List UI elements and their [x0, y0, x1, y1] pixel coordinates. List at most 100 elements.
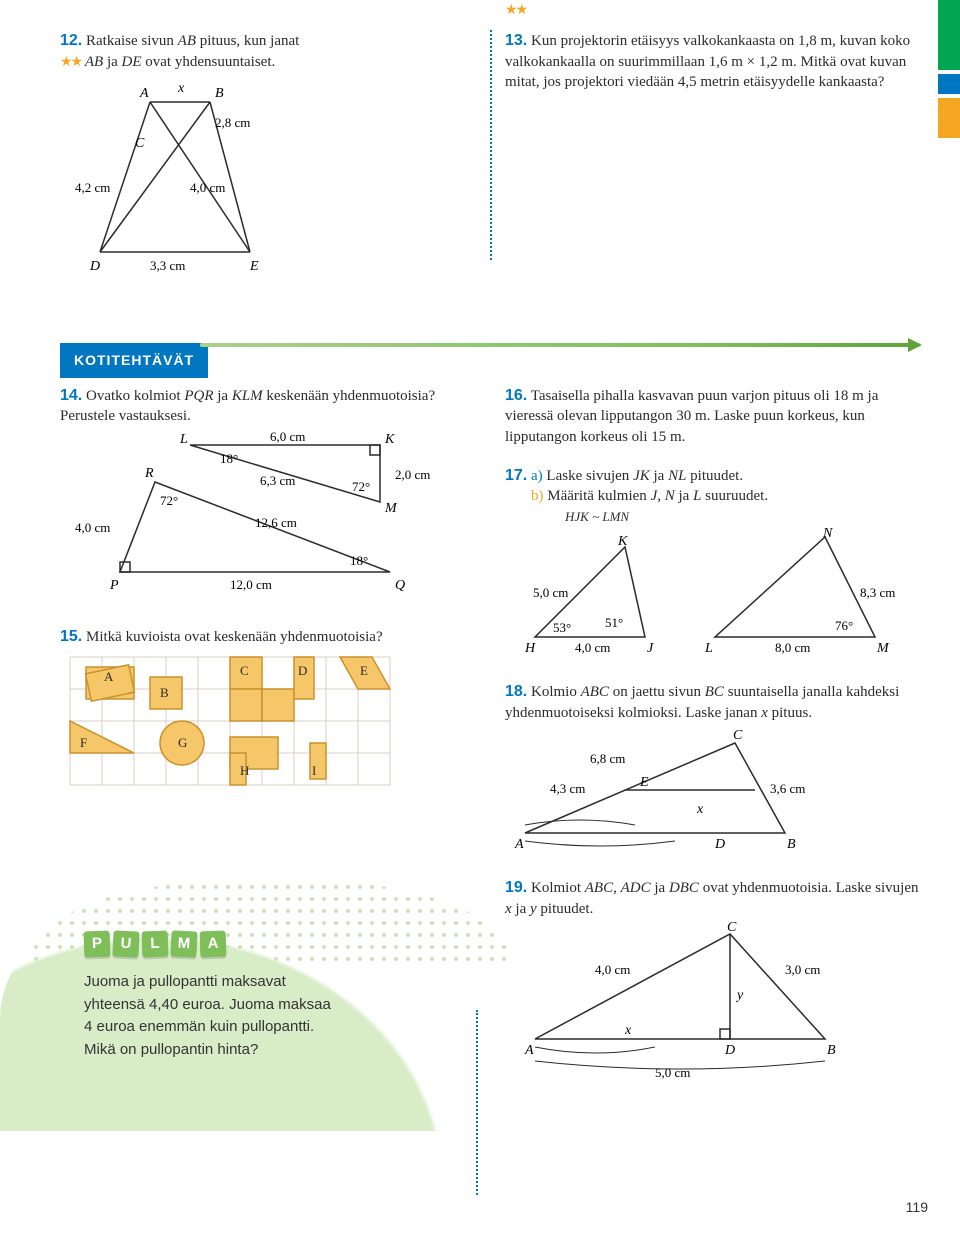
v: ABC: [585, 880, 613, 896]
tile: M: [170, 931, 197, 958]
svg-text:8,0 cm: 8,0 cm: [775, 640, 810, 655]
problem-14: 14. Ovatko kolmiot PQR ja KLM keskenään …: [60, 385, 475, 608]
svg-text:M: M: [384, 501, 398, 516]
svg-text:4,3 cm: 4,3 cm: [550, 781, 585, 796]
svg-text:B: B: [160, 685, 169, 700]
t: pituudet.: [686, 468, 743, 484]
svg-text:4,0 cm: 4,0 cm: [575, 640, 610, 655]
svg-text:E: E: [360, 663, 368, 678]
var-de: DE: [122, 54, 142, 70]
t: on jaettu sivun: [609, 684, 705, 700]
problem-18: 18. Kolmio ABC on jaettu sivun BC suunta…: [505, 681, 920, 859]
problem-text: Mitkä kuvioista ovat keskenään yhdenmuot…: [86, 629, 383, 645]
problem-number: 17.: [505, 467, 527, 484]
svg-text:8,3 cm: 8,3 cm: [860, 585, 895, 600]
t: ja: [650, 468, 668, 484]
pulma-text: Juoma ja pullopantti maksavat yhteensä 4…: [84, 971, 455, 1061]
svg-text:H: H: [524, 641, 536, 656]
v: N: [665, 488, 675, 504]
problem-text: Ratkaise sivun AB pituus, kun janat: [86, 33, 299, 49]
svg-text:A: A: [514, 837, 524, 852]
tile: P: [84, 931, 111, 958]
v: KLM: [232, 388, 263, 404]
svg-text:3,6 cm: 3,6 cm: [770, 781, 805, 796]
tile: L: [142, 931, 169, 958]
v: ABC: [581, 684, 609, 700]
lbl-A: A: [139, 86, 149, 101]
svg-text:12,6 cm: 12,6 cm: [255, 515, 297, 530]
svg-text:x: x: [696, 802, 704, 817]
margin-tabs: [938, 0, 960, 138]
t: ovat yhdenmuotoisia. Laske sivujen: [699, 880, 919, 896]
svg-text:51°: 51°: [605, 615, 623, 630]
lbl-b: b): [531, 488, 544, 504]
svg-text:x: x: [624, 1023, 632, 1038]
v: PQR: [184, 388, 213, 404]
line: 4 euroa enemmän kuin pullopantti.: [84, 1016, 455, 1039]
figure-17: K N H J L M 5,0 cm 51° 53° 4,0 cm 8,3 cm…: [505, 527, 905, 657]
similarity: HJK ~ LMN: [505, 509, 629, 524]
problem-number: 16.: [505, 387, 527, 404]
tile: A: [200, 931, 227, 958]
problem-text: Kolmio ABC on jaettu sivun BC suuntaisel…: [505, 684, 899, 721]
svg-text:C: C: [240, 663, 249, 678]
v: x: [761, 705, 768, 721]
problem-text-line2: AB ja DE ovat yhdensuuntaiset.: [85, 54, 275, 70]
t: pituus, kun janat: [196, 33, 299, 49]
svg-text:R: R: [144, 466, 154, 481]
svg-text:D: D: [298, 663, 307, 678]
d33: 3,3 cm: [150, 258, 185, 273]
svg-text:5,0 cm: 5,0 cm: [533, 585, 568, 600]
lbl-E: E: [249, 259, 259, 274]
problem-text: Kolmiot ABC, ADC ja DBC ovat yhdenmuotoi…: [505, 880, 918, 917]
t: Ratkaise sivun: [86, 33, 178, 49]
svg-text:2,0 cm: 2,0 cm: [395, 467, 430, 482]
lbl-D: D: [89, 259, 100, 274]
v: y: [530, 901, 537, 917]
problem-text: Tasaisella pihalla kasvavan puun varjon …: [505, 388, 878, 445]
d42: 4,2 cm: [75, 180, 110, 195]
lbl-a: a): [531, 468, 543, 484]
pulma-section: P U L M A Juoma ja pullopantti maksavat …: [60, 907, 475, 1091]
part-a: a) Laske sivujen JK ja NL pituudet.: [531, 468, 743, 484]
problem-number: 14.: [60, 387, 82, 404]
problem-text: Kun projektorin etäisyys valkokankaasta …: [505, 33, 910, 90]
pencil-line: [200, 343, 920, 347]
svg-text:M: M: [876, 641, 890, 656]
svg-text:18°: 18°: [220, 451, 238, 466]
lbl-B: B: [215, 86, 224, 101]
t: ja: [214, 388, 232, 404]
problem-text: Ovatko kolmiot PQR ja KLM keskenään yhde…: [60, 388, 435, 425]
svg-text:L: L: [704, 641, 713, 656]
svg-text:18°: 18°: [350, 553, 368, 568]
part-b: b) Määritä kulmien J, N ja L suuruudet.: [505, 486, 768, 506]
svg-text:3,0 cm: 3,0 cm: [785, 962, 820, 977]
difficulty-stars: ★★: [505, 3, 526, 18]
problem-15: 15. Mitkä kuvioista ovat keskenään yhden…: [60, 626, 475, 804]
svg-text:5,0 cm: 5,0 cm: [655, 1065, 690, 1079]
v: NL: [668, 468, 686, 484]
problem-13: 13. Kun projektorin etäisyys valkokankaa…: [505, 30, 920, 113]
svg-text:K: K: [384, 432, 395, 447]
svg-text:D: D: [724, 1043, 735, 1058]
svg-text:D: D: [714, 837, 725, 852]
svg-text:53°: 53°: [553, 620, 571, 635]
v: JK: [633, 468, 650, 484]
problem-number: 19.: [505, 879, 527, 896]
t: pituus.: [768, 705, 812, 721]
svg-text:72°: 72°: [160, 493, 178, 508]
svg-text:L: L: [179, 432, 188, 447]
tab-blue: [938, 74, 960, 94]
lbl-C: C: [135, 136, 145, 151]
svg-text:76°: 76°: [835, 618, 853, 633]
problem-12: 12. Ratkaise sivun AB pituus, kun janat …: [60, 30, 475, 289]
problem-17: 17. a) Laske sivujen JK ja NL pituudet. …: [505, 465, 920, 663]
svg-text:72°: 72°: [352, 479, 370, 494]
svg-text:12,0 cm: 12,0 cm: [230, 577, 272, 592]
section-title: KOTITEHTÄVÄT: [60, 343, 208, 378]
column-divider: [490, 30, 492, 260]
v: x: [505, 901, 512, 917]
svg-text:4,0 cm: 4,0 cm: [75, 520, 110, 535]
line: Juoma ja pullopantti maksavat: [84, 971, 455, 994]
svg-text:F: F: [80, 735, 87, 750]
